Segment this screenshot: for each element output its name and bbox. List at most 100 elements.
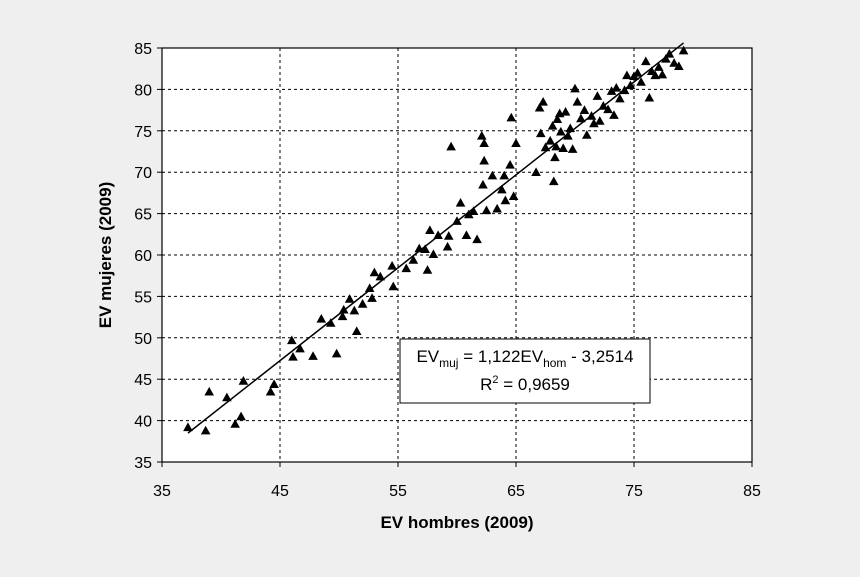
data-point — [560, 106, 571, 116]
data-point — [420, 244, 430, 254]
data-point — [464, 209, 474, 219]
y-tick-label: 75 — [134, 124, 152, 141]
y-tick-label: 65 — [134, 207, 152, 224]
data-point — [222, 392, 232, 402]
data-point — [472, 234, 482, 244]
data-point — [508, 191, 519, 201]
data-point — [582, 130, 592, 139]
data-point — [556, 126, 566, 136]
data-point — [337, 311, 348, 321]
data-point — [428, 249, 439, 259]
data-point — [375, 271, 386, 281]
eq-lhs: EV — [416, 347, 439, 366]
data-point — [657, 69, 668, 79]
data-point — [661, 53, 671, 63]
x-tick-label: 45 — [271, 483, 289, 500]
y-tick-label: 40 — [134, 414, 152, 431]
equation-box-frame — [399, 338, 651, 404]
data-point — [551, 141, 561, 151]
data-point — [408, 255, 419, 264]
data-point — [425, 225, 435, 234]
data-point — [636, 77, 646, 86]
x-tick-label: 35 — [153, 483, 171, 500]
data-point — [200, 425, 211, 435]
y-tick-label: 80 — [134, 82, 152, 99]
data-point — [499, 170, 509, 180]
data-point — [442, 241, 453, 251]
data-point — [650, 70, 661, 80]
data-point — [476, 130, 487, 140]
data-point — [461, 230, 472, 239]
x-tick-label: 85 — [743, 483, 761, 500]
data-points — [183, 45, 689, 435]
y-tick-label: 35 — [134, 455, 152, 472]
data-point — [468, 206, 479, 215]
data-point — [505, 159, 515, 169]
data-point — [603, 104, 613, 114]
data-point — [455, 198, 466, 207]
data-point — [548, 176, 559, 186]
data-point — [653, 62, 664, 71]
data-point — [338, 304, 349, 314]
data-point — [592, 91, 603, 100]
y-tick-label: 85 — [134, 41, 152, 58]
data-point — [433, 230, 443, 239]
data-point — [632, 68, 643, 77]
y-axis-title: EV mujeres (2009) — [96, 182, 115, 328]
trendline-equation: EVmuj = 1,122EVhom - 3,2514 — [416, 347, 633, 370]
data-point — [236, 411, 246, 421]
data-point — [183, 422, 193, 432]
data-point — [669, 58, 679, 67]
data-point — [288, 352, 298, 361]
data-point — [589, 118, 599, 128]
data-point — [325, 318, 336, 327]
data-point — [579, 105, 590, 114]
data-point — [534, 102, 545, 112]
eq-rhs: = 1,122EV — [458, 347, 543, 366]
eq-lhs-subscript: muj — [439, 356, 458, 370]
x-tick-label: 65 — [507, 483, 525, 500]
data-point — [606, 86, 617, 95]
data-point — [674, 61, 684, 71]
data-point — [357, 299, 368, 308]
data-point — [367, 293, 377, 302]
data-point — [479, 155, 489, 165]
data-point — [497, 184, 507, 194]
data-point — [265, 386, 276, 396]
y-tick-label: 55 — [134, 289, 152, 306]
data-point — [344, 294, 355, 303]
data-point — [308, 351, 318, 360]
y-tick-label: 70 — [134, 165, 152, 182]
data-point — [622, 70, 632, 80]
data-point — [678, 45, 689, 55]
axis-ticks: 35 45 55 65 75 85 35 40 45 50 55 60 65 70 75 80 85 — [134, 41, 761, 500]
data-point — [478, 179, 488, 189]
data-point — [479, 138, 489, 148]
x-tick-label: 55 — [389, 483, 407, 500]
y-tick-label: 50 — [134, 331, 152, 348]
data-point — [487, 170, 498, 180]
data-point — [492, 203, 502, 213]
data-point — [295, 343, 305, 353]
data-point — [443, 231, 454, 240]
data-point — [535, 128, 546, 138]
data-point — [331, 348, 342, 358]
data-point — [572, 97, 583, 106]
data-point — [446, 141, 456, 151]
data-point — [387, 260, 397, 270]
data-point — [558, 143, 568, 153]
data-point — [531, 167, 541, 177]
data-point — [500, 195, 511, 205]
data-point — [615, 93, 625, 103]
data-point — [576, 113, 586, 123]
equation-box: EVmuj = 1,122EVhom - 3,2514 R2 = 0,9659 — [399, 338, 651, 404]
x-axis-title: EV hombres (2009) — [380, 513, 533, 532]
eq-intercept: - 3,2514 — [566, 347, 633, 366]
r2-superscript: 2 — [492, 374, 498, 386]
data-point — [316, 313, 327, 323]
data-point — [545, 135, 556, 145]
data-point — [506, 112, 517, 122]
data-point — [349, 305, 360, 315]
data-point — [594, 116, 605, 125]
